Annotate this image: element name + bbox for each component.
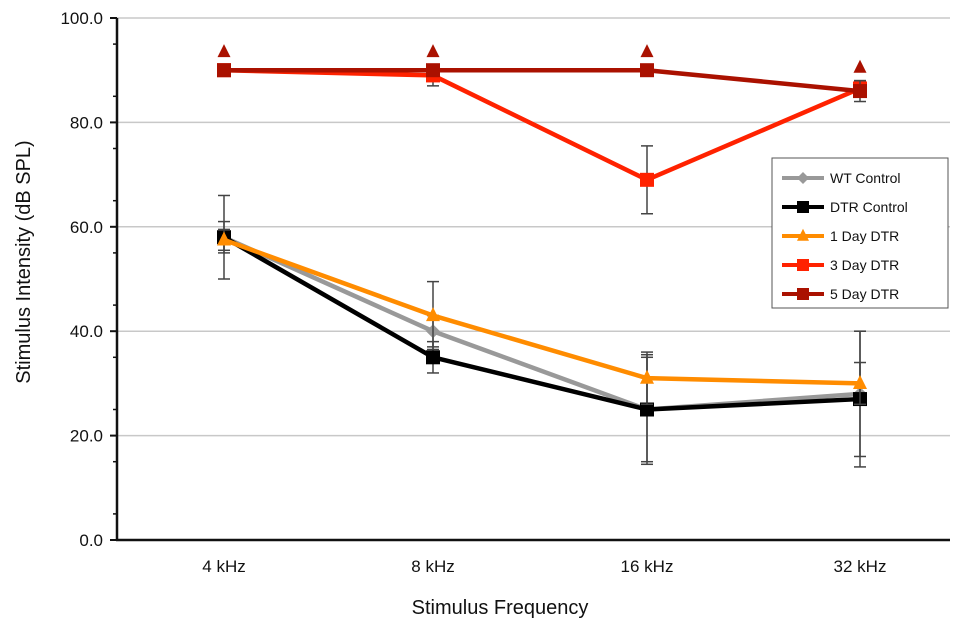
above-range-marker [217, 44, 231, 58]
legend-marker [797, 228, 809, 241]
legend-label: 5 Day DTR [830, 286, 899, 302]
data-point [217, 63, 231, 78]
series-wt-control [217, 220, 867, 463]
y-tick-label: 20.0 [70, 427, 103, 446]
legend-label: WT Control [830, 170, 901, 186]
data-point [426, 307, 440, 322]
y-tick-label: 60.0 [70, 218, 103, 237]
x-axis-title: Stimulus Frequency [412, 597, 589, 619]
data-point [640, 63, 654, 78]
y-axis-title: Stimulus Intensity (dB SPL) [13, 140, 35, 383]
legend-marker [797, 172, 809, 184]
y-tick-label: 80.0 [70, 113, 103, 132]
series-1-day-dtr [217, 228, 867, 406]
y-tick-label: 0.0 [79, 531, 103, 550]
legend-item: 3 Day DTR [782, 257, 899, 273]
annotation-layer [217, 44, 867, 73]
legend-marker [797, 288, 809, 300]
above-range-marker [640, 44, 654, 58]
series-layer [217, 63, 867, 468]
above-range-marker [853, 59, 867, 73]
legend: WT Control DTR Control 1 Day DTR 3 Day DTR 5… [771, 157, 949, 309]
data-point [640, 172, 654, 187]
grid-lines [117, 17, 950, 437]
legend-marker [797, 259, 809, 271]
data-point [853, 84, 867, 99]
data-point [640, 402, 654, 417]
legend-marker [797, 201, 809, 213]
y-tick-label: 40.0 [70, 322, 103, 341]
series-line [223, 67, 861, 183]
series-5-day-dtr [217, 63, 867, 103]
data-point [426, 350, 440, 365]
y-tick-label: 100.0 [60, 9, 103, 28]
x-tick-label: 16 kHz [621, 557, 674, 576]
axes: 0.0 20.0 40.0 60.0 80.0 100.0 4 kHz 8 kHz 16 kHz… [60, 9, 950, 576]
legend-item: DTR Control [782, 199, 908, 215]
above-range-marker [426, 44, 440, 58]
series-3-day-dtr [217, 63, 867, 215]
legend-item: 1 Day DTR [782, 228, 899, 244]
data-point [640, 369, 654, 384]
series-line [223, 237, 861, 386]
legend-item: WT Control [782, 170, 901, 186]
legend-label: 1 Day DTR [830, 228, 899, 244]
data-point [426, 63, 440, 78]
data-point [853, 375, 867, 389]
x-tick-label: 8 kHz [411, 557, 454, 576]
series-line [222, 235, 861, 412]
legend-label: 3 Day DTR [830, 257, 899, 273]
legend-label: DTR Control [830, 199, 908, 215]
data-point [217, 231, 231, 246]
legend-item: 5 Day DTR [782, 286, 899, 302]
series-line [224, 67, 861, 94]
series-line [223, 235, 861, 412]
x-tick-label: 4 kHz [202, 557, 245, 576]
x-tick-label: 32 kHz [834, 557, 887, 576]
